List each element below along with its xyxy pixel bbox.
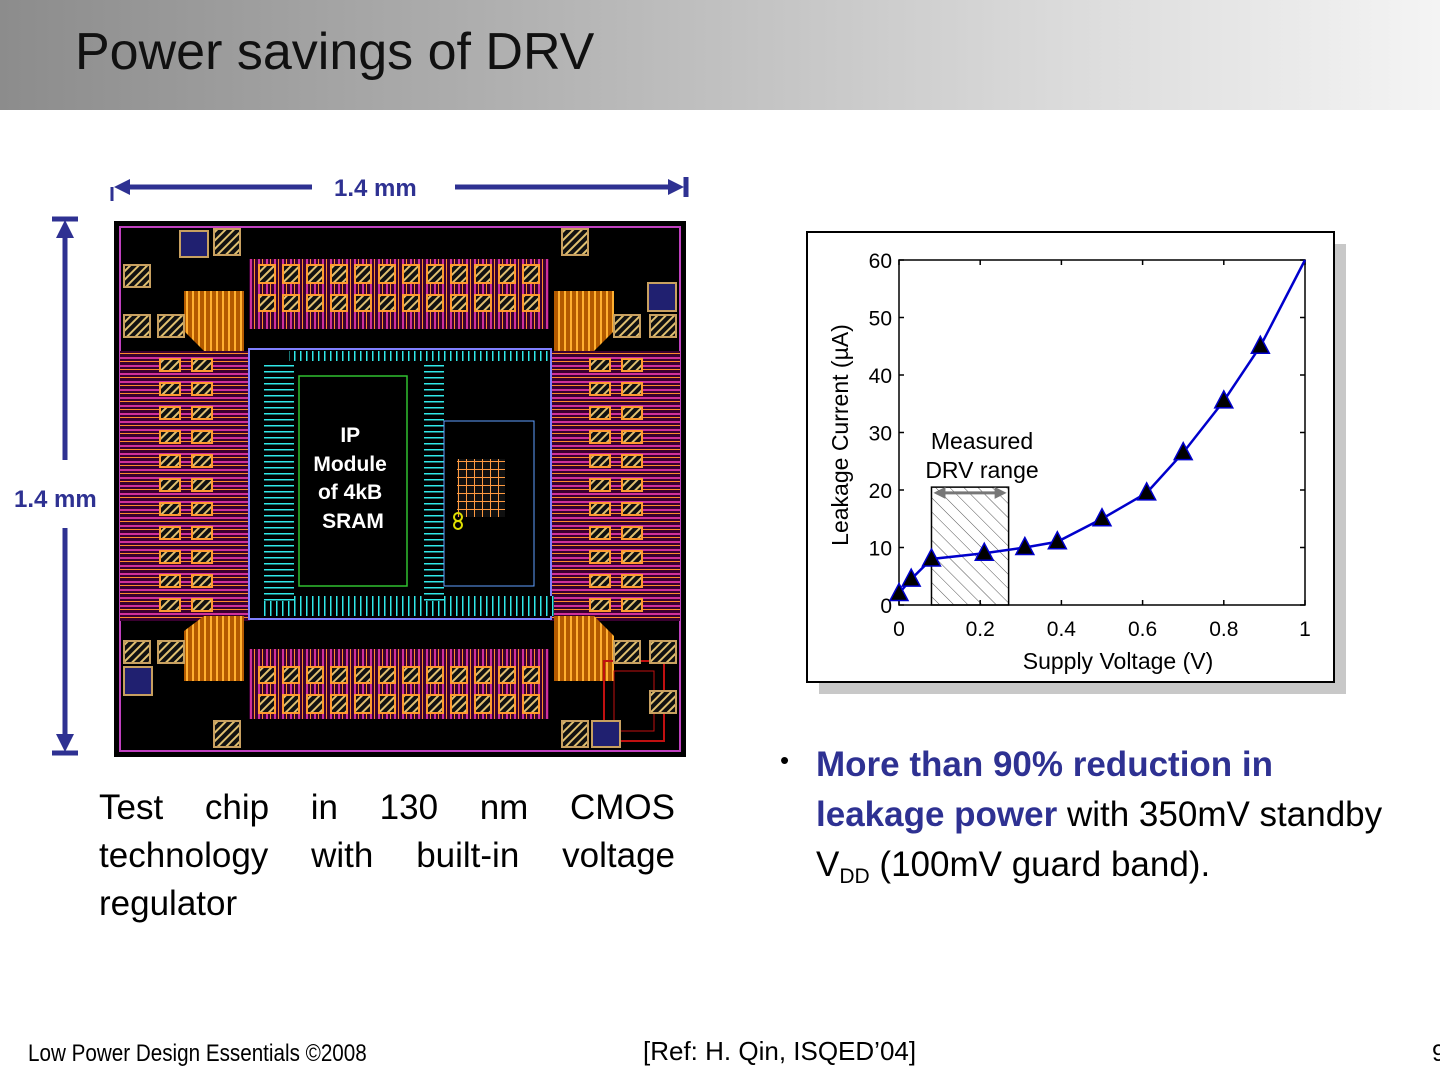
drv-range-arrow-head bbox=[933, 486, 946, 499]
annotation-line-1: Measured bbox=[931, 428, 1033, 454]
x-tick-label: 0.4 bbox=[1047, 618, 1077, 641]
bullet-text-part: with 350mV standby V bbox=[816, 795, 1383, 884]
x-tick-label: 0.6 bbox=[1128, 618, 1157, 641]
y-tick-label: 10 bbox=[869, 538, 892, 561]
y-tick-label: 20 bbox=[869, 480, 892, 503]
data-point-triangle bbox=[974, 541, 995, 561]
bullet-text-part: (100mV guard band). bbox=[869, 845, 1211, 884]
annotation-line-2: DRV range bbox=[925, 457, 1038, 483]
chip-module-label-line: IP bbox=[340, 424, 360, 447]
chip-layout-image: IP Module of 4kB SRAM bbox=[114, 221, 686, 757]
drv-range-arrow-head bbox=[994, 486, 1007, 499]
bullet-text: More than 90% reduction in leakage power… bbox=[816, 740, 1396, 902]
x-axis-label: Supply Voltage (V) bbox=[1023, 648, 1214, 674]
data-point-triangle bbox=[1136, 481, 1157, 501]
svg-text:IP Module of 4kB S: IP Module of 4kB SRAM bbox=[313, 424, 392, 533]
data-point-triangle bbox=[1014, 535, 1036, 556]
data-point-triangle bbox=[1213, 389, 1235, 409]
footer-copyright: Low Power Design Essentials ©2008 bbox=[28, 1040, 367, 1067]
title-bar bbox=[0, 0, 1440, 110]
width-dimension-label: 1.4 mm bbox=[334, 175, 417, 202]
footer-reference: [Ref: H. Qin, ISQED’04] bbox=[643, 1036, 917, 1066]
x-tick-label: 0.8 bbox=[1209, 618, 1238, 641]
data-point-triangle bbox=[1250, 334, 1271, 354]
height-dimension-label: 1.4 mm bbox=[14, 486, 97, 513]
x-tick-label: 0 bbox=[893, 618, 905, 641]
data-point-triangle bbox=[1091, 507, 1113, 527]
chip-module-label-line: Module bbox=[313, 453, 387, 476]
page-number: 9 bbox=[1432, 1040, 1440, 1067]
x-tick-label: 1 bbox=[1299, 618, 1311, 641]
data-point-triangle bbox=[900, 567, 922, 587]
bullet-marker: • bbox=[780, 745, 790, 775]
dimension-arrows bbox=[52, 177, 689, 756]
data-point-triangle bbox=[1172, 441, 1194, 461]
x-tick-label: 0.2 bbox=[966, 618, 995, 641]
chip-module-label-line: of 4kB bbox=[318, 481, 382, 504]
bullet-subscript: DD bbox=[839, 865, 870, 888]
y-tick-label: 40 bbox=[869, 365, 892, 388]
slide-title: Power savings of DRV bbox=[75, 23, 595, 81]
y-tick-label: 50 bbox=[869, 308, 892, 331]
drv-range-hatch bbox=[930, 486, 1010, 606]
chip-module-label-line: SRAM bbox=[322, 510, 384, 533]
data-point-triangle bbox=[921, 547, 942, 567]
y-tick-label: 0 bbox=[880, 595, 892, 618]
y-axis-label: Leakage Current (µA) bbox=[827, 324, 853, 546]
chip-caption: Test chip in 130 nm CMOS technology with… bbox=[99, 788, 675, 923]
y-tick-label: 30 bbox=[869, 423, 892, 446]
data-point-triangle bbox=[888, 581, 910, 602]
bullet-highlight: More than 90% reduction in leakage power bbox=[816, 745, 1273, 834]
chart-frame bbox=[806, 231, 1335, 683]
y-tick-label: 60 bbox=[869, 250, 892, 273]
data-point-triangle bbox=[1047, 530, 1068, 550]
